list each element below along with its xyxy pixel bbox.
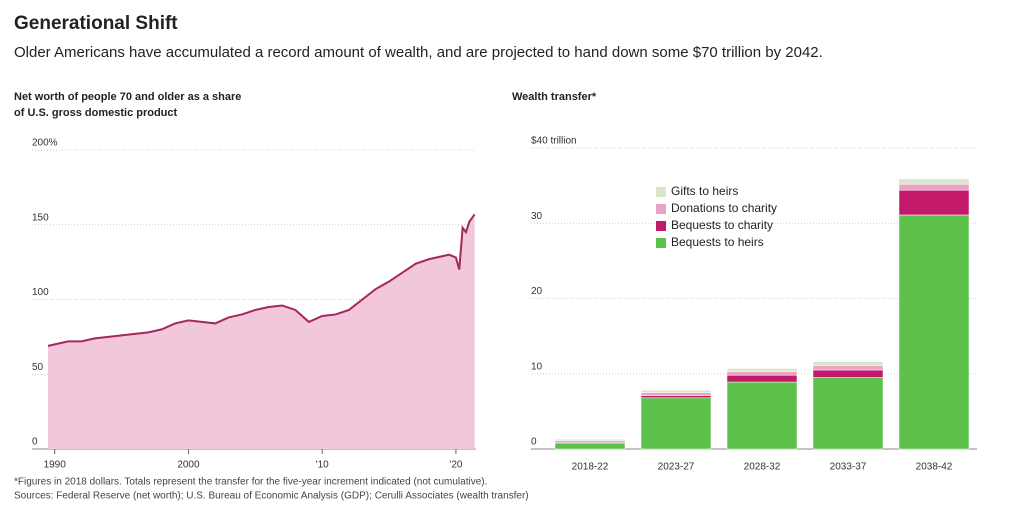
bar-segment — [640, 397, 712, 450]
y-tick-label: 0 — [32, 437, 38, 448]
x-tick-label: '10 — [316, 460, 329, 471]
bar-segment — [898, 189, 970, 216]
bar-segment — [898, 183, 970, 191]
y-tick-label: 30 — [531, 211, 543, 222]
legend-label: Gifts to heirs — [671, 184, 738, 198]
bar-segment — [640, 392, 712, 396]
y-tick-label: 200% — [32, 138, 58, 149]
page-title: Generational Shift — [14, 13, 178, 34]
x-tick-label: 2033-37 — [830, 462, 867, 473]
bar-segment — [812, 361, 884, 366]
page-subtitle: Older Americans have accumulated a recor… — [14, 44, 823, 61]
x-tick-label: 2038-42 — [916, 462, 953, 473]
bar-segment — [554, 442, 626, 450]
x-tick-label: 2000 — [177, 460, 200, 471]
legend-swatch — [656, 238, 666, 248]
area — [48, 214, 475, 449]
footnote: *Figures in 2018 dollars. Totals represe… — [14, 477, 487, 488]
bar-segment — [640, 390, 712, 393]
y-tick-label: 0 — [531, 437, 537, 448]
legend-swatch — [656, 187, 666, 197]
chart-title: of U.S. gross domestic product — [14, 107, 178, 119]
x-tick-label: 2028-32 — [744, 462, 781, 473]
y-tick-label: 50 — [32, 362, 44, 373]
bar-segment — [898, 178, 970, 185]
bar-segment — [726, 375, 798, 383]
y-tick-label: 150 — [32, 212, 49, 223]
y-tick-label: 20 — [531, 286, 543, 297]
x-tick-label: '20 — [449, 460, 462, 471]
bar-segment — [898, 214, 970, 450]
legend-label: Bequests to charity — [671, 218, 773, 232]
sources: Sources: Federal Reserve (net worth); U.… — [14, 491, 529, 502]
bar-segment — [726, 371, 798, 376]
chart-title: Wealth transfer* — [512, 91, 597, 103]
chart-title: Net worth of people 70 and older as a sh… — [14, 91, 241, 103]
x-tick-label: 2018-22 — [572, 462, 609, 473]
bar-segment — [812, 369, 884, 378]
legend-label: Donations to charity — [671, 201, 777, 215]
x-tick-label: 1990 — [44, 460, 67, 471]
y-tick-label: $40 trillion — [531, 136, 577, 147]
legend-label: Bequests to heirs — [671, 235, 764, 249]
y-tick-label: 10 — [531, 361, 543, 372]
bar-segment — [640, 395, 712, 399]
line — [47, 213, 476, 347]
x-tick-label: 2023-27 — [658, 462, 695, 473]
legend-swatch — [656, 221, 666, 231]
bar-segment — [726, 368, 798, 372]
legend-swatch — [656, 204, 666, 214]
y-tick-label: 100 — [32, 287, 49, 298]
bar-segment — [812, 365, 884, 371]
bar-segment — [812, 377, 884, 450]
bar-segment — [554, 438, 626, 441]
bar-segment — [726, 381, 798, 450]
